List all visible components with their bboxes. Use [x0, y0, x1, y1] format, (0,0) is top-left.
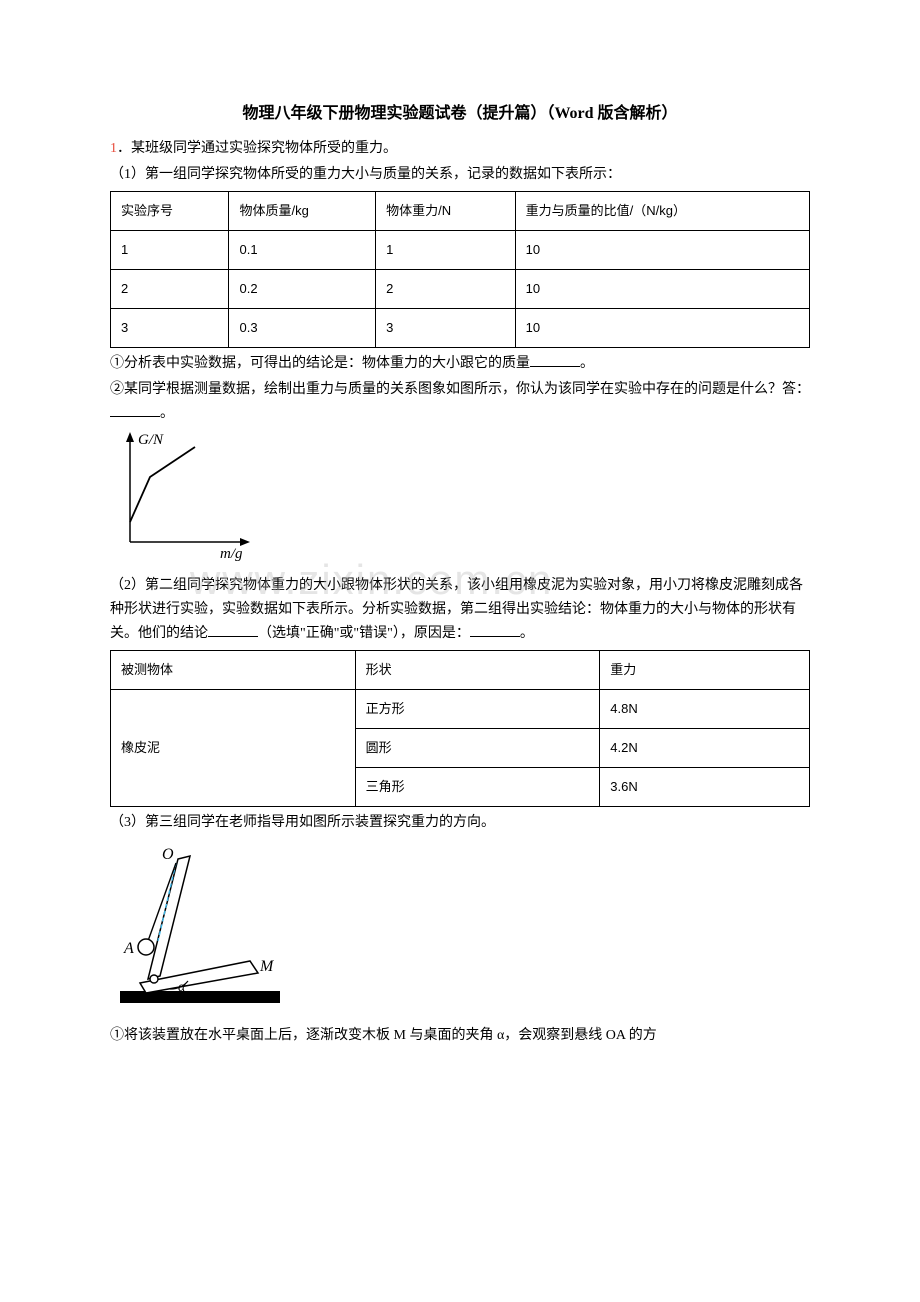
q1-p3-line1: ①将该装置放在水平桌面上后，逐渐改变木板 M 与桌面的夹角 α，会观察到悬线 O…	[110, 1024, 810, 1048]
data-line	[130, 447, 195, 522]
q1-part2-intro: （2）第二组同学探究物体重力的大小跟物体形状的关系，该小组用橡皮泥为实验对象，用…	[110, 574, 810, 645]
th: 重力	[600, 650, 810, 689]
text: 。	[520, 626, 534, 641]
q1-stem: 1．某班级同学通过实验探究物体所受的重力。	[110, 137, 810, 161]
th: 物体质量/kg	[229, 191, 376, 230]
text: （选填"正确"或"错误"），原因是：	[258, 626, 470, 641]
y-arrow-icon	[126, 432, 134, 442]
text: ②某同学根据测量数据，绘制出重力与质量的关系图象如图所示，你认为该同学在实验中存…	[110, 382, 810, 397]
label-m: M	[259, 958, 275, 975]
table-row: 3 0.3 3 10	[111, 309, 810, 348]
chart-svg: G/N m/g	[110, 432, 270, 562]
gravity-direction-diagram: O A M α	[110, 841, 810, 1020]
x-axis-label: m/g	[220, 546, 243, 562]
table-row: 2 0.2 2 10	[111, 269, 810, 308]
td: 10	[515, 269, 809, 308]
page-title: 物理八年级下册物理实验题试卷（提升篇）（Word 版含解析）	[110, 100, 810, 127]
td: 4.8N	[600, 689, 810, 728]
th: 实验序号	[111, 191, 229, 230]
text: 。	[160, 406, 174, 421]
th: 形状	[355, 650, 600, 689]
td: 圆形	[355, 728, 600, 767]
fill-blank[interactable]	[110, 403, 160, 417]
td: 1	[376, 230, 516, 269]
td: 2	[376, 269, 516, 308]
label-alpha: α	[178, 980, 186, 995]
q1-part3-intro: （3）第三组同学在老师指导用如图所示装置探究重力的方向。	[110, 811, 810, 835]
q1-p1-line2: ②某同学根据测量数据，绘制出重力与质量的关系图象如图所示，你认为该同学在实验中存…	[110, 378, 810, 426]
fill-blank[interactable]	[530, 353, 580, 367]
td: 4.2N	[600, 728, 810, 767]
fill-blank[interactable]	[208, 623, 258, 637]
td: 0.1	[229, 230, 376, 269]
td: 10	[515, 230, 809, 269]
q1-stem-text: ．某班级同学通过实验探究物体所受的重力。	[117, 141, 397, 156]
td: 三角形	[355, 768, 600, 807]
table-row: 实验序号 物体质量/kg 物体重力/N 重力与质量的比值/（N/kg）	[111, 191, 810, 230]
table-row: 橡皮泥 正方形 4.8N	[111, 689, 810, 728]
td-material: 橡皮泥	[111, 689, 356, 806]
td: 0.3	[229, 309, 376, 348]
table-1: 实验序号 物体质量/kg 物体重力/N 重力与质量的比值/（N/kg） 1 0.…	[110, 191, 810, 348]
ball-a	[138, 939, 154, 955]
label-o: O	[162, 846, 174, 863]
q1-part1-intro: （1）第一组同学探究物体所受的重力大小与质量的关系，记录的数据如下表所示：	[110, 163, 810, 187]
table-2: 被测物体 形状 重力 橡皮泥 正方形 4.8N 圆形 4.2N 三角形 3.6N	[110, 650, 810, 807]
th: 重力与质量的比值/（N/kg）	[515, 191, 809, 230]
q1-p1-line1: ①分析表中实验数据，可得出的结论是：物体重力的大小跟它的质量 。	[110, 352, 810, 376]
chart-gn-mg: G/N m/g	[110, 432, 810, 571]
base-block	[120, 991, 280, 1003]
text: ①分析表中实验数据，可得出的结论是：物体重力的大小跟它的质量	[110, 356, 530, 371]
td: 3.6N	[600, 768, 810, 807]
td: 2	[111, 269, 229, 308]
q1-number: 1	[110, 141, 117, 156]
label-a: A	[123, 940, 134, 957]
td: 3	[376, 309, 516, 348]
th: 被测物体	[111, 650, 356, 689]
table-row: 被测物体 形状 重力	[111, 650, 810, 689]
table-row: 1 0.1 1 10	[111, 230, 810, 269]
diagram-svg: O A M α	[110, 841, 310, 1011]
fill-blank[interactable]	[470, 623, 520, 637]
td: 正方形	[355, 689, 600, 728]
text: 。	[580, 356, 594, 371]
td: 10	[515, 309, 809, 348]
x-arrow-icon	[240, 538, 250, 546]
td: 1	[111, 230, 229, 269]
td: 0.2	[229, 269, 376, 308]
y-axis-label: G/N	[138, 432, 164, 448]
vertical-board	[148, 856, 190, 979]
th: 物体重力/N	[376, 191, 516, 230]
td: 3	[111, 309, 229, 348]
watermark-area: www.zixin.com.cn （2）第二组同学探究物体重力的大小跟物体形状的…	[110, 574, 810, 645]
hinge	[150, 975, 158, 983]
